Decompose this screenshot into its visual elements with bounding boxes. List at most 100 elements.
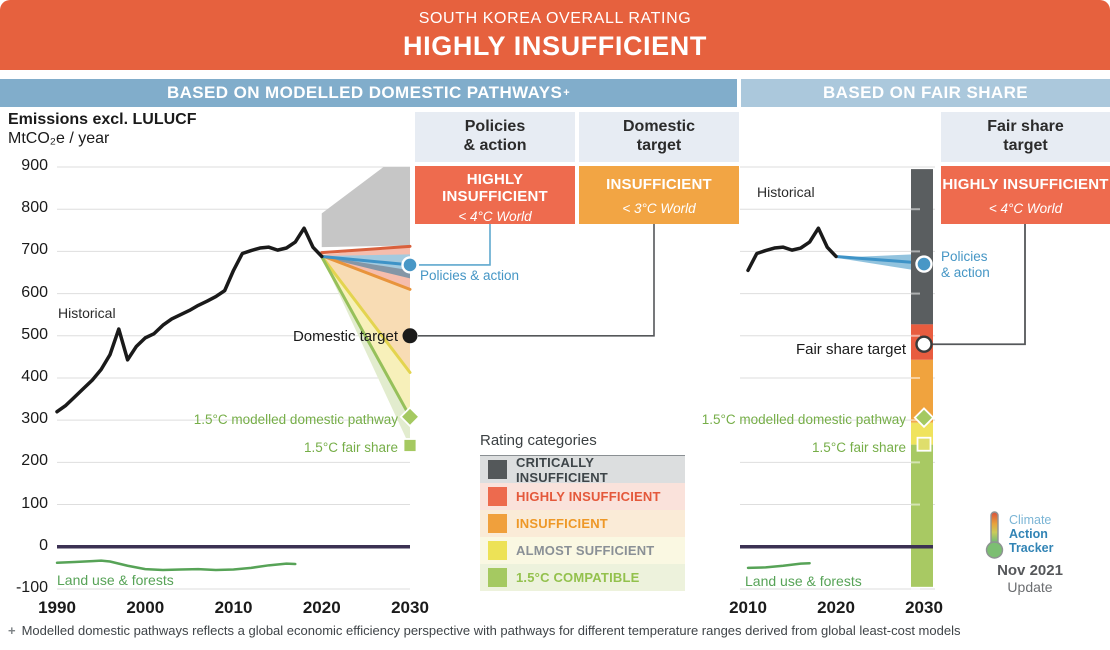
y-tick-label: 700: [21, 241, 48, 259]
rating-bar-highly-insufficient: [911, 324, 933, 360]
critically-insufficient-range-band: [321, 167, 410, 248]
fair-share-target-header: Fair share target: [941, 112, 1110, 162]
policies-action-label-left: Policies & action: [420, 268, 520, 283]
legend-row-0: CRITICALLY INSUFFICIENT: [480, 454, 685, 485]
section-header-modelled-domestic-pathways: BASED ON MODELLED DOMESTIC PATHWAYS +: [0, 79, 737, 107]
land-use-line-left: [55, 559, 297, 572]
footnote-marker-sup: +: [563, 87, 571, 99]
y-tick-label: 500: [21, 325, 48, 343]
banner-title: HIGHLY INSUFFICIENT: [403, 31, 707, 61]
domestic-target-rating-box: INSUFFICIENT < 3°C World: [579, 166, 739, 224]
legend-row-3: ALMOST SUFFICIENT: [480, 537, 685, 564]
thermometer-icon: [985, 511, 1004, 559]
legend-swatch: [488, 460, 507, 479]
15c-fair-share-marker: [402, 438, 418, 453]
policies-action-marker: [401, 256, 419, 274]
pna-band: [836, 253, 924, 272]
legend-label: HIGHLY INSUFFICIENT: [516, 489, 661, 504]
fair-share-target-label: Fair share target: [795, 341, 906, 358]
15c-fair-share-marker: [916, 436, 932, 452]
historical-line-right: [746, 226, 838, 273]
rating-bar-critically-insufficient: [911, 169, 933, 325]
pathway-15c-label-right: 1.5°C modelled domestic pathway: [701, 412, 906, 427]
fair-share-target-connector: [931, 224, 1026, 346]
domestic-target-header: Domestic target: [579, 112, 739, 162]
legend-swatch: [488, 541, 507, 560]
legend-swatch: [488, 514, 507, 533]
y-tick-label: 400: [21, 367, 48, 385]
insufficient-line: [320, 254, 412, 291]
insufficient-range-band: [321, 256, 410, 373]
climate-action-tracker-logo: Climate Action Tracker Nov 2021 Update: [984, 510, 1076, 595]
legend-swatch: [488, 487, 507, 506]
x-tick-label-left: 2010: [214, 598, 253, 617]
legend-row-4: 1.5°C COMPATIBLE: [480, 564, 685, 591]
section-header-left-label: BASED ON MODELLED DOMESTIC PATHWAYS: [166, 83, 563, 102]
15c-pathway-marker: [913, 407, 935, 429]
policies-action-rating-box: HIGHLY INSUFFICIENT < 4°C World: [415, 166, 575, 224]
legend-row-2: INSUFFICIENT: [480, 510, 685, 537]
land-use-label-left: Land use & forests: [57, 572, 174, 588]
section-header-fair-share: BASED ON FAIR SHARE: [741, 79, 1110, 107]
section-header-right-label: BASED ON FAIR SHARE: [822, 83, 1028, 102]
domestic-target-marker: [402, 328, 418, 344]
y-tick-label: 600: [21, 283, 48, 301]
policies-action-label-right: Policies & action: [941, 249, 990, 280]
legend-label: INSUFFICIENT: [516, 516, 608, 531]
historical-label-right: Historical: [757, 184, 815, 200]
y-tick-label: 100: [21, 494, 48, 512]
y-tick-label: 900: [21, 157, 48, 174]
domestic-target-label: Domestic target: [292, 328, 398, 345]
emissions-axis-title: Emissions excl. LULUCF: [8, 111, 197, 128]
emissions-axis-unit: MtCO₂e / year: [8, 130, 110, 147]
x-tick-label-left: 2030: [391, 598, 429, 617]
rating-legend: Rating categories CRITICALLY INSUFFICIEN…: [480, 432, 685, 591]
almost-sufficient-line: [320, 254, 412, 374]
pna-dark-band-band: [321, 256, 410, 279]
legend-swatch: [488, 568, 507, 587]
x-tick-label-right: 2010: [729, 598, 767, 617]
fair-share-15c-label-left: 1.5°C fair share: [304, 440, 398, 455]
x-tick-label-left: 1990: [38, 598, 76, 617]
policies-action-line: [834, 254, 926, 265]
fair-share-target-marker: [915, 335, 933, 353]
y-tick-label: 0: [39, 536, 48, 554]
historical-label-left: Historical: [58, 305, 116, 321]
y-tick-label: 300: [21, 410, 48, 428]
y-tick-label: 200: [21, 452, 48, 470]
land-use-line-right: [746, 561, 811, 570]
policies-action-marker: [915, 255, 933, 273]
footnote-marker: +: [8, 623, 16, 638]
legend-label: ALMOST SUFFICIENT: [516, 543, 655, 558]
rating-bar-almost-sufficient: [911, 422, 933, 445]
logo-update: Update: [1007, 579, 1053, 595]
x-tick-label-right: 2020: [817, 598, 855, 617]
banner-subtitle: SOUTH KOREA OVERALL RATING: [418, 10, 692, 27]
footnote: + Modelled domestic pathways reflects a g…: [8, 623, 961, 638]
rating-legend-title: Rating categories: [480, 432, 685, 456]
pathway-15c-label-left: 1.5°C modelled domestic pathway: [193, 412, 398, 427]
policies-action-connector: [419, 224, 491, 266]
fair-share-rating-box: HIGHLY INSUFFICIENT < 4°C World: [941, 166, 1110, 224]
legend-label: 1.5°C COMPATIBLE: [516, 570, 640, 585]
highly-insufficient-line: [320, 244, 412, 255]
pna-light-band-band: [321, 254, 410, 271]
policies-action-range-band: [321, 246, 410, 294]
land-use-label-right: Land use & forests: [745, 573, 862, 589]
15c-pathway-marker: [399, 406, 421, 428]
policies-action-line: [320, 254, 412, 267]
x-tick-label-left: 2020: [302, 598, 341, 617]
logo-date: Nov 2021: [997, 562, 1063, 579]
x-tick-label-left: 2000: [126, 598, 165, 617]
legend-row-1: HIGHLY INSUFFICIENT: [480, 483, 685, 510]
x-tick-label-right: 2030: [905, 598, 943, 617]
fair-share-15c-label-right: 1.5°C fair share: [812, 440, 906, 455]
rating-legend-rows: CRITICALLY INSUFFICIENT HIGHLY INSUFFICIE…: [480, 454, 685, 591]
y-tick-label: -100: [15, 578, 48, 596]
legend-label: CRITICALLY INSUFFICIENT: [516, 454, 608, 485]
rating-bar-15c-compatible: [911, 444, 933, 587]
policies-action-header: Policies & action: [415, 112, 575, 162]
overall-rating-banner: SOUTH KOREA OVERALL RATING HIGHLY INSUFF…: [0, 0, 1110, 70]
rating-bar-insufficient: [911, 359, 933, 423]
